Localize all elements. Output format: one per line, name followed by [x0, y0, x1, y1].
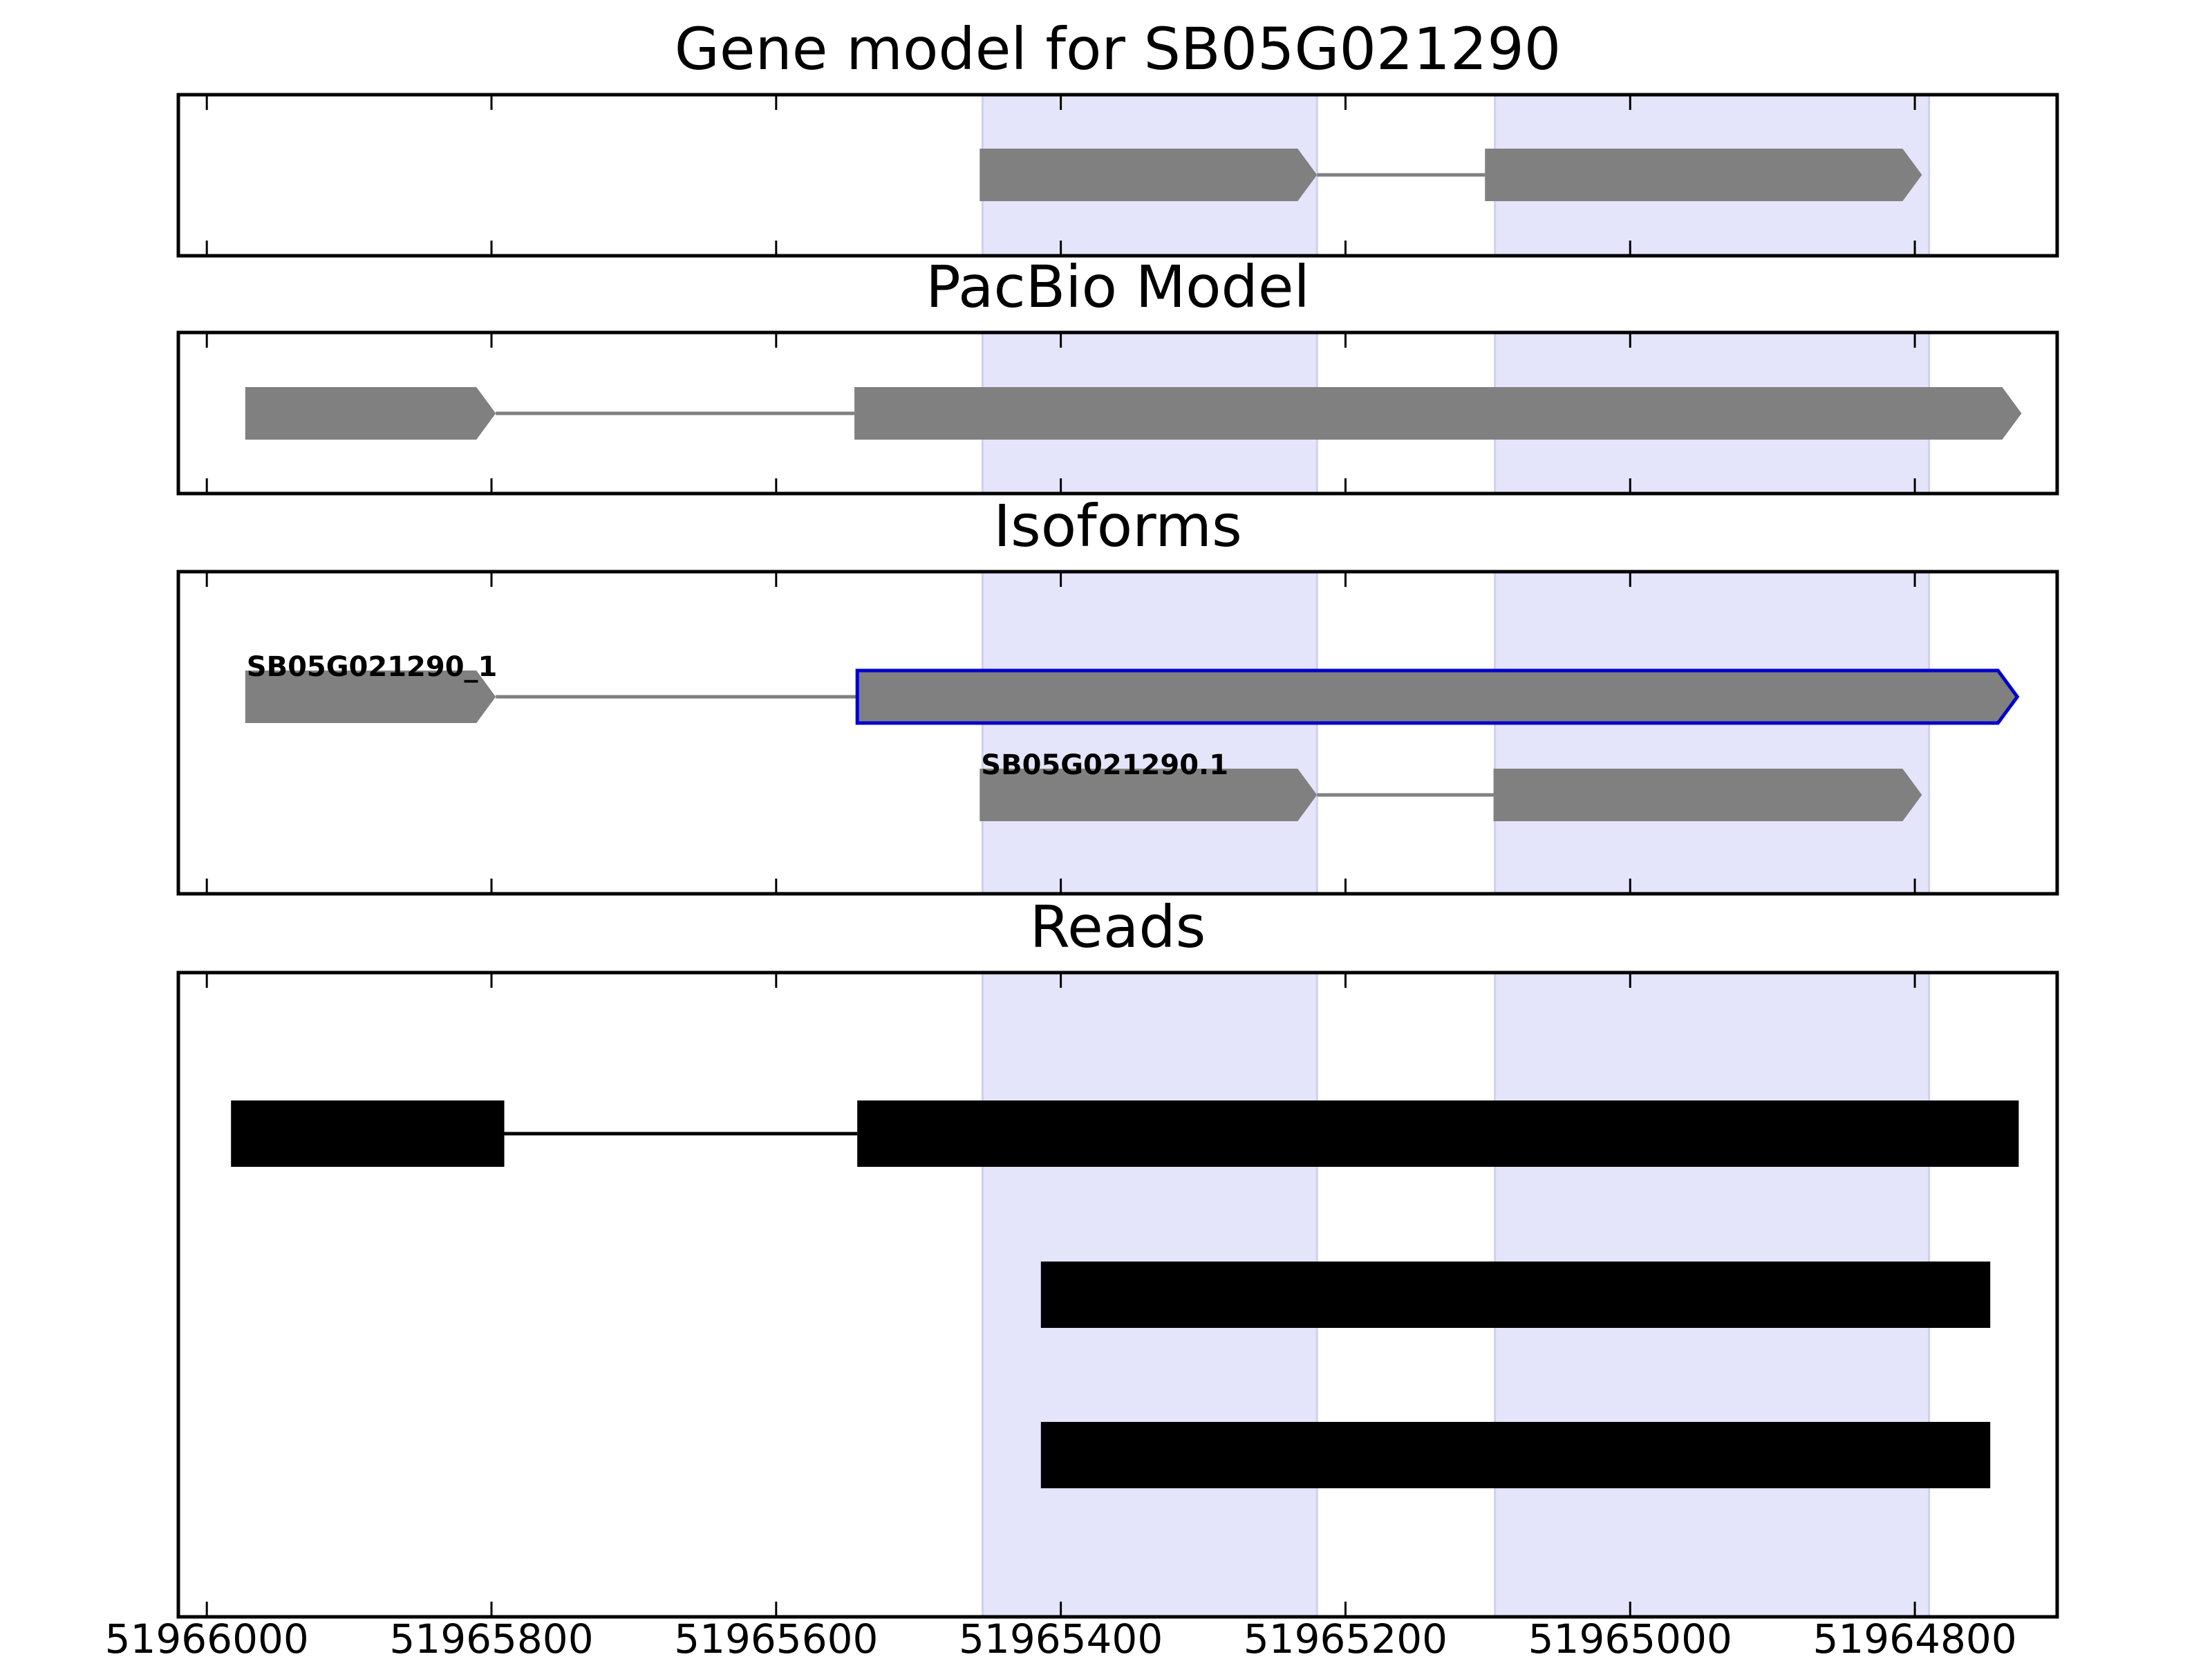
x-tick-label: 51964800 [1812, 1615, 2016, 1659]
read-block [1040, 1422, 1991, 1488]
panel-title: Gene model for SB05G021290 [675, 15, 1561, 83]
panel-title: PacBio Model [926, 253, 1310, 321]
track [1040, 1262, 1991, 1328]
highlight-region [981, 570, 1318, 895]
x-tick-label: 51965400 [959, 1615, 1163, 1659]
read-block [231, 1100, 505, 1167]
exon-arrow [980, 149, 1318, 201]
panel-frame [176, 330, 2059, 496]
panel-frame [176, 570, 2059, 896]
x-tick-label: 51965200 [1244, 1615, 1447, 1659]
track: SB05G021290.1 [980, 749, 1922, 821]
x-tick-label: 51965600 [674, 1615, 878, 1659]
exon-arrow [855, 668, 2020, 725]
read-block [1040, 1262, 1991, 1328]
panel-title: Reads [1030, 893, 1206, 961]
isoform-label: SB05G021290_1 [247, 651, 498, 683]
read-block [857, 1100, 2019, 1167]
panel: Reads [176, 893, 2059, 1619]
track: SB05G021290_1 [245, 651, 2020, 725]
exon-arrow [245, 671, 496, 723]
track [980, 149, 1922, 201]
x-tick-label: 51965000 [1528, 1615, 1732, 1659]
x-tick-label: 51965800 [389, 1615, 593, 1659]
x-axis: 51966000 51965800 51965600 51965400 51965200… [105, 1615, 2017, 1659]
panel-frame [176, 971, 2059, 1619]
exon-arrow [1485, 149, 1922, 201]
track [231, 1100, 2019, 1167]
exon-arrow [1493, 769, 1922, 821]
x-tick-label: 51966000 [105, 1615, 309, 1659]
highlight-regions [981, 93, 1931, 1618]
exon-arrow [854, 387, 2022, 440]
panel-title: Isoforms [993, 492, 1242, 560]
panels: Gene model for SB05G021290 PacBio Model Is… [176, 15, 2059, 1619]
exon-arrow [245, 387, 496, 440]
panel-frame [176, 93, 2059, 258]
exon-arrow [980, 769, 1318, 821]
panel: PacBio Model [176, 253, 2059, 496]
panel: Isoforms SB05G021290_1 SB05G021290.1 [176, 492, 2059, 896]
panel: Gene model for SB05G021290 [176, 15, 2059, 258]
track [1040, 1422, 1991, 1488]
isoform-label: SB05G021290.1 [981, 749, 1228, 781]
highlight-region [1494, 570, 1931, 895]
track [245, 387, 2022, 440]
